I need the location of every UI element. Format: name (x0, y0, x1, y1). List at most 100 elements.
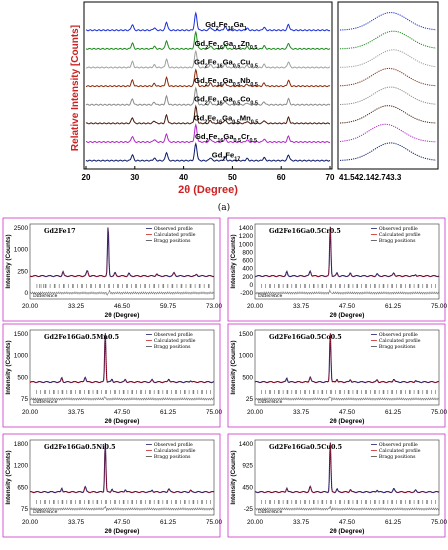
zoom-series-line (340, 86, 436, 105)
panel-a-caption: (a) (218, 202, 230, 213)
label-subscript: 2 (205, 63, 208, 69)
y-tick-label: 650 (17, 484, 28, 491)
rietveld-panels: Gd2Fe17 Observed profile Calculated profil… (2, 217, 447, 538)
label-subscript: 2 (204, 119, 207, 125)
y-tick-label: 1000 (14, 353, 29, 360)
legend-label: Calculated profile (379, 232, 421, 238)
legend-label: Calculated profile (154, 232, 196, 238)
panel-sample-name: Gd2Fe17 (44, 227, 76, 235)
y-tick-label: 400 (242, 266, 253, 273)
zoom-x-tick-labels: 41.542.142.743.3 (339, 173, 402, 182)
y-tick-label: 25 (246, 396, 254, 403)
legend-label: Calculated profile (154, 448, 196, 454)
y-tick-label: 250 (17, 268, 28, 275)
label-text: Ga (222, 113, 233, 122)
label-subscript: 0.5 (250, 63, 258, 69)
series-line (85, 49, 331, 69)
label-text: Ga (234, 20, 245, 29)
label-text: Nb (240, 76, 250, 85)
x-tick-label: 61.25 (385, 303, 401, 310)
x-tick-label: 75.00 (206, 409, 222, 416)
x-tick-label: 70 (326, 173, 335, 182)
label-text: Gd (194, 95, 205, 104)
x-tick-label: 20 (82, 173, 91, 182)
series-label: Gd2Fe16Ga0.5Co0.5 (194, 95, 258, 107)
series-label: Gd2Fe17 (212, 151, 240, 163)
panel-sample-name: Gd2Fe16Ga0.5Ni0.5 (44, 443, 116, 451)
x-tick-label: 73.00 (206, 303, 222, 310)
legend-label: Bragg positions (154, 238, 191, 244)
y-tick-label: 500 (242, 374, 253, 381)
label-text: Fe (208, 95, 217, 104)
x-tick-label: 47.50 (114, 409, 130, 416)
legend-label: Bragg positions (154, 344, 191, 350)
y-tick-label: 200 (242, 274, 253, 281)
label-subscript: 16 (217, 138, 223, 144)
label-text: Gd (212, 151, 223, 160)
label-subscript: 2 (205, 82, 208, 88)
panel-a-main-plot (85, 11, 331, 162)
x-tick-label: 20.00 (247, 303, 263, 310)
y-tick-label: 600 (242, 258, 253, 265)
label-text: Cu (240, 57, 250, 66)
label-text: Gd (195, 132, 206, 141)
label-text: Zn (241, 39, 251, 48)
series-label: Gd2Fe16Ga0.5Mn0.5 (194, 113, 259, 125)
label-subscript: 0.5 (250, 138, 258, 144)
label-text: Ga (223, 57, 234, 66)
y-axis-label: Intensity (Counts) (230, 234, 237, 288)
zoom-series-line (339, 49, 437, 68)
y-tick-label: 0 (249, 282, 253, 289)
label-subscript: 2 (205, 45, 208, 51)
difference-label: Difference (33, 399, 58, 405)
series-line (85, 86, 331, 106)
difference-profile (254, 289, 440, 295)
x-tick-label: 20.00 (247, 519, 263, 526)
zoom-series-line (340, 105, 436, 124)
label-subscript: 16 (217, 82, 223, 88)
label-text: Ga (223, 132, 234, 141)
plot-area (29, 223, 215, 300)
label-subscript: 2 (222, 157, 225, 163)
panel-a-x-axis-label: 2θ (Degree) (178, 184, 238, 196)
y-tick-label: 1000 (14, 247, 29, 254)
y-tick-label: 0 (24, 290, 28, 297)
label-text: Fe (208, 39, 217, 48)
rietveld-panel: Gd2Fe16Ga0.5Mn0.5 Observed profileCalcula… (2, 323, 222, 428)
x-tick-label: 75.00 (206, 519, 222, 526)
y-tick-label: 1000 (239, 241, 254, 248)
label-text: Fe (208, 76, 217, 85)
calculated-profile (254, 227, 440, 278)
label-text: Cr (241, 132, 249, 141)
x-tick-label: 33.25 (68, 303, 84, 310)
y-axis-label: Intensity (Counts) (5, 450, 12, 504)
zoom-series-line (339, 123, 437, 143)
label-text: Gd (205, 20, 216, 29)
label-subscript: 0.5 (250, 82, 258, 88)
label-subscript: 0.5 (233, 63, 241, 69)
calculated-profile (30, 443, 215, 494)
label-subscript: 0.5 (251, 119, 259, 125)
y-tick-label: 75 (21, 506, 29, 513)
y-tick-label: 1200 (239, 233, 254, 240)
legend-label: Bragg positions (379, 344, 416, 350)
x-tick-label: 75.00 (431, 303, 447, 310)
legend-label: Observed profile (379, 332, 418, 338)
rietveld-panel: Gd2Fe16Ga0.5Co0.5 Observed profileCalcula… (227, 323, 447, 428)
y-tick-label: -200 (240, 290, 253, 297)
x-axis-label: 2θ (Degree) (105, 528, 140, 535)
label-text: Co (240, 95, 250, 104)
panel-a-y-axis-label: Relative Intensity [Counts] (70, 25, 81, 151)
label-subscript: 16 (216, 119, 222, 125)
label-text: Gd (195, 39, 206, 48)
label-subscript: 17 (234, 157, 240, 163)
x-tick-label: 33.75 (293, 303, 309, 310)
label-subscript: 16 (217, 63, 223, 69)
x-tick-label: 61.25 (385, 519, 401, 526)
x-tick-label: 61.25 (160, 519, 176, 526)
panel-a-zoom-frame (337, 1, 439, 170)
y-tick-label: 1500 (239, 331, 254, 338)
label-subscript: 16 (217, 45, 223, 51)
x-tick-label: 61.25 (160, 409, 176, 416)
